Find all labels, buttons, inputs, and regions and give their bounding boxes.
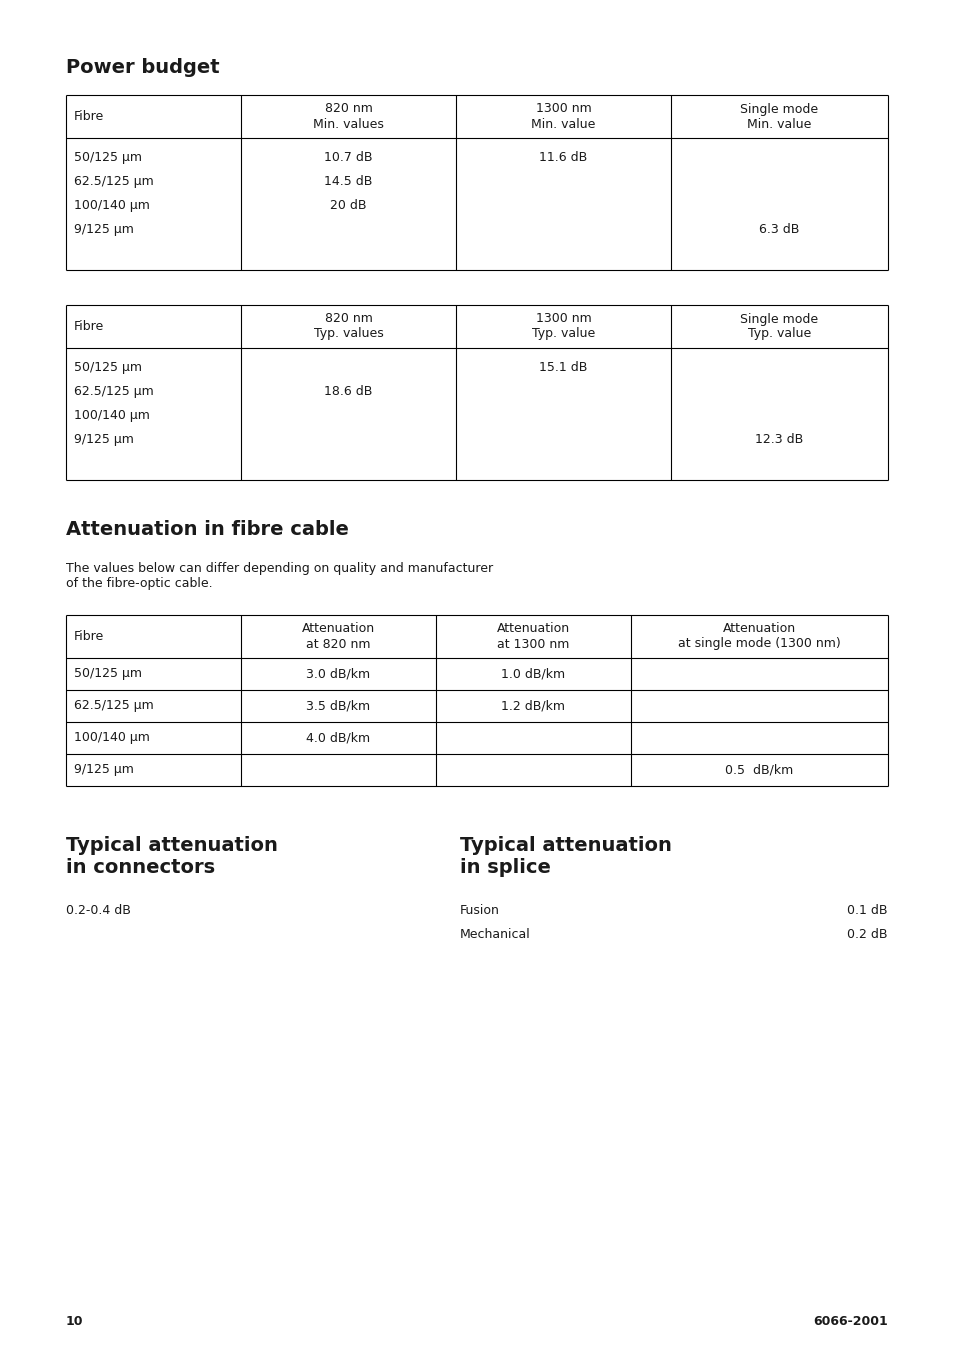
Text: 3.5 dB/km: 3.5 dB/km [306, 700, 370, 712]
Text: Mechanical: Mechanical [459, 928, 530, 942]
Text: 9/125 µm: 9/125 µm [74, 434, 133, 446]
Text: 1300 nm
Typ. value: 1300 nm Typ. value [532, 312, 595, 340]
Text: 0.2-0.4 dB: 0.2-0.4 dB [66, 904, 131, 917]
Text: 820 nm
Typ. values: 820 nm Typ. values [314, 312, 383, 340]
Text: Typical attenuation
in connectors: Typical attenuation in connectors [66, 836, 277, 877]
Text: 100/140 µm: 100/140 µm [74, 409, 150, 422]
Text: 15.1 dB: 15.1 dB [538, 361, 587, 374]
Text: 0.5  dB/km: 0.5 dB/km [724, 763, 793, 777]
Text: Single mode
Min. value: Single mode Min. value [740, 103, 818, 131]
Text: 1300 nm
Min. value: 1300 nm Min. value [531, 103, 595, 131]
Text: Typical attenuation
in splice: Typical attenuation in splice [459, 836, 671, 877]
Text: 62.5/125 µm: 62.5/125 µm [74, 700, 153, 712]
Text: Attenuation
at 820 nm: Attenuation at 820 nm [301, 623, 375, 650]
Text: 100/140 µm: 100/140 µm [74, 199, 150, 212]
Text: 10: 10 [66, 1315, 84, 1328]
Text: 18.6 dB: 18.6 dB [324, 385, 373, 399]
Text: Attenuation
at single mode (1300 nm): Attenuation at single mode (1300 nm) [678, 623, 840, 650]
Text: Fibre: Fibre [74, 109, 104, 123]
Text: 50/125 µm: 50/125 µm [74, 151, 142, 163]
Text: 9/125 µm: 9/125 µm [74, 763, 133, 777]
Text: Attenuation
at 1300 nm: Attenuation at 1300 nm [497, 623, 570, 650]
Text: 4.0 dB/km: 4.0 dB/km [306, 731, 370, 744]
Text: 6066-2001: 6066-2001 [812, 1315, 887, 1328]
Text: 6.3 dB: 6.3 dB [759, 223, 799, 236]
Text: 10.7 dB: 10.7 dB [324, 151, 373, 163]
Text: 3.0 dB/km: 3.0 dB/km [306, 667, 370, 681]
Text: Fibre: Fibre [74, 320, 104, 332]
Text: Power budget: Power budget [66, 58, 219, 77]
Text: 820 nm
Min. values: 820 nm Min. values [313, 103, 383, 131]
Text: The values below can differ depending on quality and manufacturer
of the fibre-o: The values below can differ depending on… [66, 562, 493, 590]
Text: 12.3 dB: 12.3 dB [755, 434, 802, 446]
Text: 50/125 µm: 50/125 µm [74, 667, 142, 681]
Text: 1.2 dB/km: 1.2 dB/km [501, 700, 565, 712]
Text: Attenuation in fibre cable: Attenuation in fibre cable [66, 520, 349, 539]
Text: 20 dB: 20 dB [330, 199, 366, 212]
Text: 1.0 dB/km: 1.0 dB/km [501, 667, 565, 681]
Text: 14.5 dB: 14.5 dB [324, 176, 373, 188]
Text: 0.2 dB: 0.2 dB [846, 928, 887, 942]
Text: 9/125 µm: 9/125 µm [74, 223, 133, 236]
Text: 62.5/125 µm: 62.5/125 µm [74, 385, 153, 399]
Text: Fusion: Fusion [459, 904, 499, 917]
Text: 62.5/125 µm: 62.5/125 µm [74, 176, 153, 188]
Text: 50/125 µm: 50/125 µm [74, 361, 142, 374]
Text: 100/140 µm: 100/140 µm [74, 731, 150, 744]
Text: Single mode
Typ. value: Single mode Typ. value [740, 312, 818, 340]
Text: 0.1 dB: 0.1 dB [846, 904, 887, 917]
Text: 11.6 dB: 11.6 dB [538, 151, 587, 163]
Text: Fibre: Fibre [74, 630, 104, 643]
